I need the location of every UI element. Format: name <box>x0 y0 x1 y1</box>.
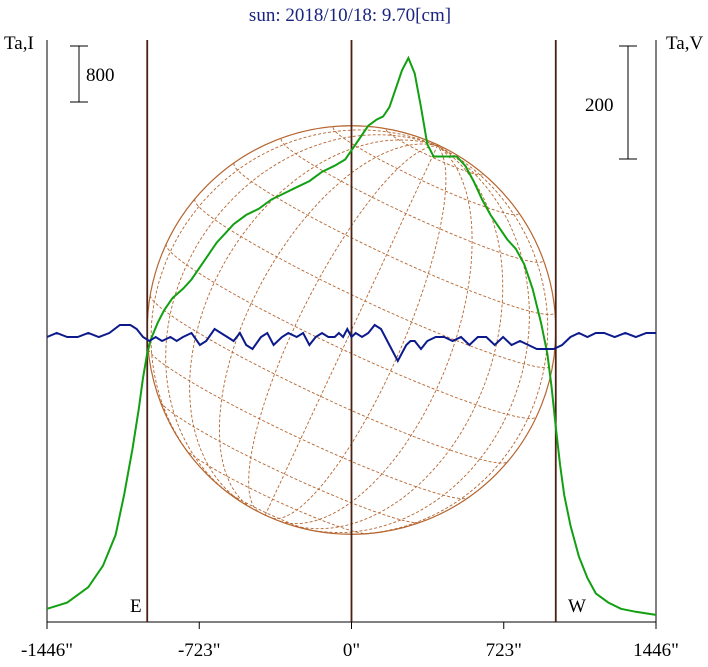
limb-label-west: W <box>568 596 586 617</box>
x-tick-label: 0" <box>343 640 360 661</box>
disk-longitude-line <box>264 145 438 516</box>
x-axis-ticks: -1446" -723" 0" 723" 1446" <box>21 622 679 661</box>
disk-latitude-line <box>386 129 483 176</box>
disk-longitude-line <box>344 145 549 535</box>
series-intensity-line <box>46 55 657 616</box>
x-tick-label: -723" <box>178 640 221 661</box>
disk-longitude-line <box>279 145 473 525</box>
disk-longitude-line <box>248 145 438 512</box>
left-axis-label: Ta,I <box>4 33 34 54</box>
disk-longitude-line <box>165 134 438 497</box>
disk-longitude-line <box>299 145 530 533</box>
disk-longitude-line <box>286 145 504 530</box>
disk-longitude-line <box>150 129 438 467</box>
scale-bar-left <box>70 45 88 103</box>
disk-longitude-line <box>272 145 447 520</box>
disk-latitude-line <box>149 295 508 464</box>
scale-bar-right-label: 200 <box>585 95 614 116</box>
right-axis-label: Ta,V <box>666 33 703 54</box>
disk-latitude-line <box>233 163 556 316</box>
scale-bar-left-label: 800 <box>86 65 115 86</box>
series-polarization-line <box>46 323 656 364</box>
disk-longitude-line <box>189 139 438 505</box>
x-tick-label: 1446" <box>633 640 679 661</box>
x-tick-label: -1446" <box>21 640 73 661</box>
limb-lines <box>146 40 557 622</box>
limb-label-east: E <box>130 596 142 617</box>
disk-latitude-line <box>160 401 420 524</box>
scale-bar-right <box>619 45 637 160</box>
disk-latitude-line <box>147 349 468 500</box>
x-tick-label: 723" <box>486 640 522 661</box>
chart-title: sun: 2018/10/18: 9.70[cm] <box>249 5 451 26</box>
disk-longitude-line <box>219 143 438 509</box>
disk-latitude-line <box>223 489 312 531</box>
